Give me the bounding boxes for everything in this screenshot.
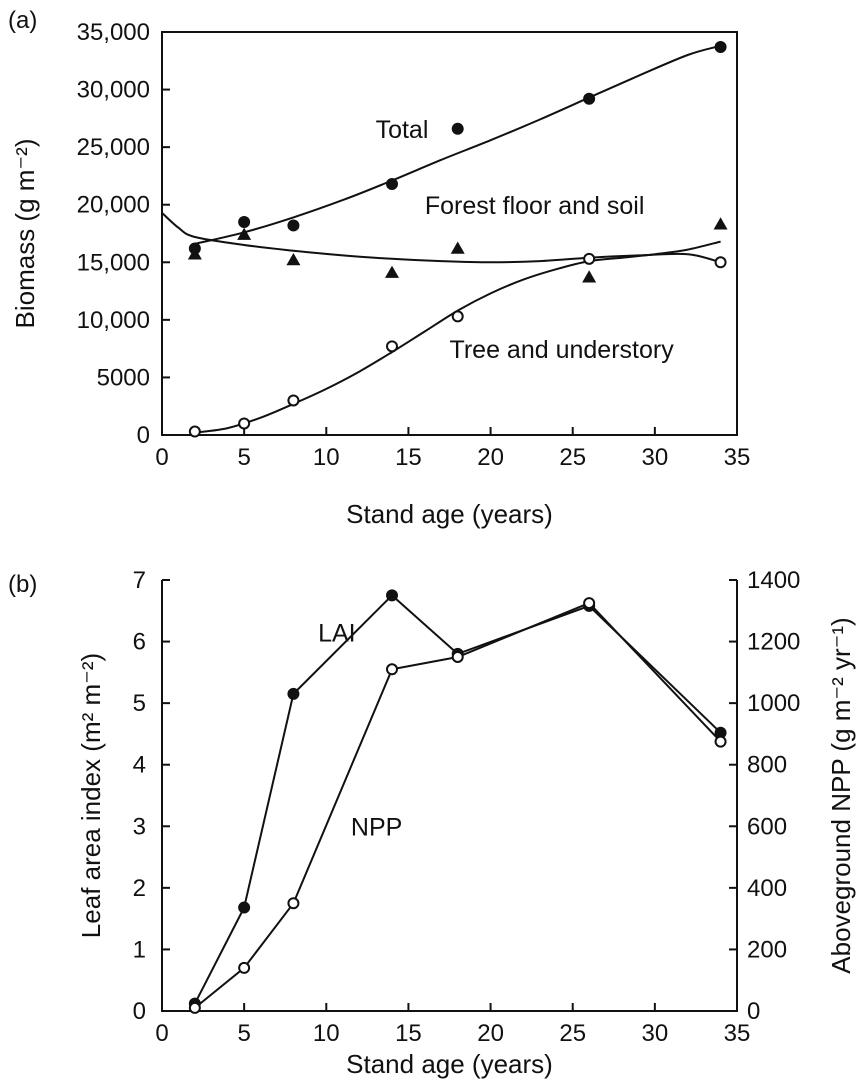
data-point-total [386,177,398,190]
data-point-npp [451,650,464,663]
y-left-tick-label: 1 [133,936,146,963]
y-left-tick-label: 0 [133,998,146,1025]
data-point-npp [188,1001,201,1014]
y-right-tick-label: 0 [747,998,760,1025]
y-right-tick-label: 1000 [747,690,800,717]
x-tick-label: 30 [642,444,669,471]
x-tick-label: 25 [559,1020,586,1047]
y-right-tick-label: 1400 [747,567,800,594]
x-tick-label: 35 [724,444,751,471]
data-point-tree-and-understory [386,340,398,353]
data-point-tree-and-understory [583,252,596,265]
panel-label-b: (b) [8,571,37,598]
y-left-tick-label: 4 [133,752,146,779]
data-point-total [583,92,596,105]
x-tick-label: 35 [724,1020,751,1047]
x-tick-label: 5 [237,444,250,471]
y-right-axis-label: Aboveground NPP (g m⁻² yr⁻¹) [826,617,856,973]
y-left-tick-label: 5 [133,690,146,717]
x-axis-label: Stand age (years) [346,499,553,529]
data-point-npp [714,735,727,748]
data-point-tree-and-understory [714,256,727,269]
y-left-axis-label: Leaf area index (m² m⁻²) [76,653,106,938]
x-tick-label: 0 [155,444,168,471]
data-point-total [714,40,727,53]
series-annotation: Tree and understory [450,336,675,364]
y-tick-label: 5000 [97,364,150,391]
data-point-forest-floor-and-soil [187,247,202,260]
y-right-tick-label: 400 [747,875,787,902]
data-point-tree-and-understory [188,425,201,438]
data-point-npp [583,597,596,610]
x-tick-label: 10 [313,1020,340,1047]
x-tick-label: 20 [477,1020,504,1047]
data-point-npp [287,897,300,910]
data-point-forest-floor-and-soil [450,241,465,254]
data-point-lai [386,589,398,602]
y-tick-label: 20,000 [77,192,150,219]
y-left-tick-label: 3 [133,813,146,840]
data-point-forest-floor-and-soil [286,252,301,266]
data-point-forest-floor-and-soil [237,227,252,240]
data-point-npp [386,663,398,676]
x-tick-label: 30 [642,1020,669,1047]
y-left-tick-label: 7 [133,567,146,594]
data-point-forest-floor-and-soil [713,217,728,230]
data-point-forest-floor-and-soil [385,265,399,278]
y-right-tick-label: 800 [747,752,787,779]
series-annotation: NPP [351,814,402,842]
y-tick-label: 30,000 [77,77,150,104]
fit-curve-total [194,44,721,245]
y-axis-label: Biomass (g m⁻²) [10,139,40,329]
data-point-forest-floor-and-soil [582,270,597,283]
series-annotation: Total [376,116,429,144]
series-annotation: Forest floor and soil [425,192,645,220]
data-point-lai [287,687,300,700]
y-right-tick-label: 200 [747,936,787,963]
y-tick-label: 0 [137,422,150,449]
y-tick-label: 35,000 [77,19,150,46]
x-tick-label: 15 [395,1020,422,1047]
panel-b: (b)0 5 10 15 20 25 30 3501234567020040060080010… [8,567,856,1079]
y-tick-label: 10,000 [77,307,150,334]
x-tick-label: 5 [237,1020,250,1047]
data-point-lai [238,901,251,914]
y-left-tick-label: 6 [133,629,146,656]
data-point-tree-and-understory [287,394,300,407]
x-tick-label: 25 [559,444,586,471]
x-tick-label: 20 [477,444,504,471]
y-tick-label: 15,000 [77,249,150,276]
data-point-tree-and-understory [451,310,464,323]
x-tick-label: 15 [395,444,422,471]
panel-label-a: (a) [8,7,37,34]
series-annotation: LAI [318,620,356,648]
data-point-npp [238,961,251,974]
series-line-npp [194,601,722,1009]
y-right-tick-label: 600 [747,813,787,840]
data-point-total [451,122,464,135]
x-tick-label: 10 [313,444,340,471]
panel-a: (a) 0 5 10 15 20 25 30 35 0 5000 10,000 15,000 20,000… [8,7,750,529]
x-tick-label: 0 [155,1020,168,1047]
plot-frame-a [161,31,738,436]
y-tick-label: 25,000 [77,134,150,161]
y-left-tick-label: 2 [133,875,146,902]
data-point-tree-and-understory [238,417,251,430]
x-axis-label: Stand age (years) [346,1049,553,1079]
data-point-total [238,215,251,228]
y-right-tick-label: 1200 [747,629,800,656]
plot-frame-b [161,580,738,1012]
data-point-total [287,219,300,232]
